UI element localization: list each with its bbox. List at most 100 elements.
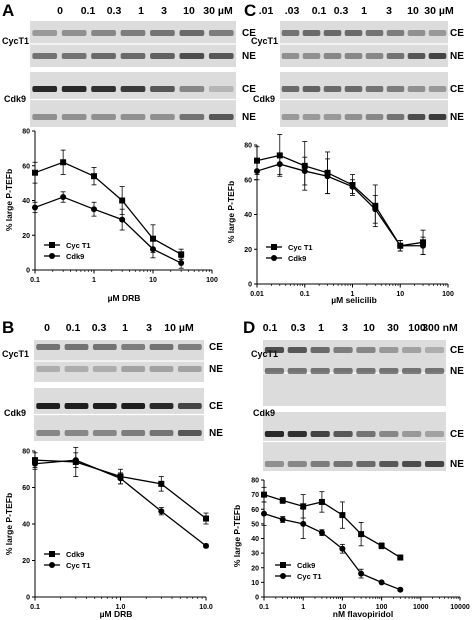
blot-band	[356, 461, 376, 467]
fraction-label: NE	[450, 112, 464, 123]
concentration-label: 0.3	[107, 5, 122, 17]
legend-label: Cyc T1	[66, 561, 91, 570]
y-tick-label: 60	[22, 485, 30, 492]
data-point-square	[378, 542, 385, 549]
x-tick-label: 10	[339, 604, 347, 611]
blot-band	[386, 86, 405, 92]
fraction-label: NE	[450, 459, 464, 470]
x-axis-label: µM DRB	[108, 293, 141, 303]
concentration-label: 0.3	[92, 322, 107, 334]
chart-d: 0 10 20 30 40 50 60 70 80 0.1 1 10 100 1000 10000 nM fl…	[232, 478, 470, 620]
data-point-circle	[119, 216, 126, 223]
x-tick-label: 0.1	[259, 604, 269, 611]
x-tick-label: 10	[396, 291, 404, 298]
x-tick-label: 100	[376, 604, 388, 611]
series-line	[263, 494, 401, 559]
blot-band	[264, 431, 285, 437]
fraction-label: CE	[209, 401, 223, 412]
data-point-circle	[301, 168, 308, 175]
blot-band	[379, 461, 399, 467]
legend-marker-circle	[49, 562, 55, 568]
data-point-circle	[378, 579, 385, 586]
legend-marker-circle	[49, 253, 55, 259]
data-point-square	[254, 157, 260, 164]
blot-band	[61, 114, 87, 120]
concentration-label: .03	[285, 5, 300, 17]
blot-band	[344, 114, 363, 120]
panel-label: C	[244, 1, 256, 20]
concentration-label: 1	[122, 322, 128, 334]
data-point-square	[178, 251, 185, 258]
blot-band	[424, 368, 445, 374]
data-point-circle	[276, 161, 283, 168]
panel-label: D	[243, 318, 255, 337]
blot-band	[36, 403, 61, 409]
blot-band	[91, 114, 116, 120]
blot-band	[32, 30, 58, 36]
blot-band	[64, 403, 89, 409]
y-axis-label: % large P-TEFb	[4, 169, 14, 231]
data-point-circle	[91, 206, 97, 213]
concentration-label: 3	[161, 5, 167, 17]
fraction-label: CE	[450, 84, 464, 95]
y-tick-label: 80	[251, 478, 259, 485]
blot-band	[428, 114, 447, 120]
series-line	[263, 513, 401, 591]
y-tick-label: 40	[251, 536, 259, 543]
blot-band	[179, 114, 205, 120]
legend-marker-square	[49, 551, 55, 557]
legend-marker-square	[280, 562, 286, 568]
blot-band	[287, 431, 307, 437]
blot-band	[177, 430, 202, 436]
blot-band	[323, 114, 342, 120]
concentration-label: 10	[363, 322, 375, 334]
blot-band	[177, 344, 202, 350]
blot-band	[92, 430, 117, 436]
data-point-circle	[158, 508, 165, 515]
blot-band	[344, 53, 363, 59]
panel-label: A	[2, 1, 14, 20]
data-point-circle	[60, 194, 67, 201]
blot-band	[386, 53, 405, 59]
data-point-circle	[318, 529, 325, 536]
data-point-square	[150, 235, 156, 242]
data-point-circle	[117, 475, 124, 482]
fraction-label: CE	[450, 28, 464, 39]
blot-band	[92, 403, 117, 409]
blot-band	[121, 344, 146, 350]
data-point-circle	[32, 460, 38, 467]
blot-band	[310, 347, 330, 353]
concentration-label: 0	[57, 5, 63, 17]
data-point-circle	[339, 545, 346, 552]
blot-band	[356, 431, 376, 437]
blot-band	[333, 368, 353, 374]
blot-band	[64, 344, 89, 350]
blot-row-label: CycT1	[2, 349, 29, 359]
blot-band	[365, 30, 384, 36]
data-point-circle	[397, 242, 404, 249]
data-point-circle	[150, 246, 156, 253]
blot-band	[36, 344, 61, 350]
concentration-label: 10	[407, 5, 419, 17]
y-tick-label: 20	[22, 558, 30, 565]
legend-label: Cyc T1	[66, 241, 91, 250]
blot-band	[61, 86, 87, 92]
blot-band	[356, 368, 376, 374]
concentration-label: 30 µM	[424, 5, 454, 17]
fraction-label: NE	[209, 364, 223, 375]
blot-band	[208, 30, 234, 36]
blot-band	[120, 86, 146, 92]
data-point-circle	[349, 183, 356, 190]
blot-band	[344, 30, 363, 36]
blot-row-label: CycT1	[251, 349, 278, 359]
series-line	[34, 196, 182, 264]
blot-band	[281, 53, 300, 59]
blot-band	[287, 347, 307, 353]
y-tick-label: 40	[22, 198, 30, 205]
blot-band	[179, 30, 205, 36]
fraction-label: CE	[450, 345, 464, 356]
y-tick-label: 20	[244, 247, 252, 254]
y-tick-label: 30	[251, 551, 259, 558]
y-axis-label: % large P-TEFb	[226, 181, 236, 243]
